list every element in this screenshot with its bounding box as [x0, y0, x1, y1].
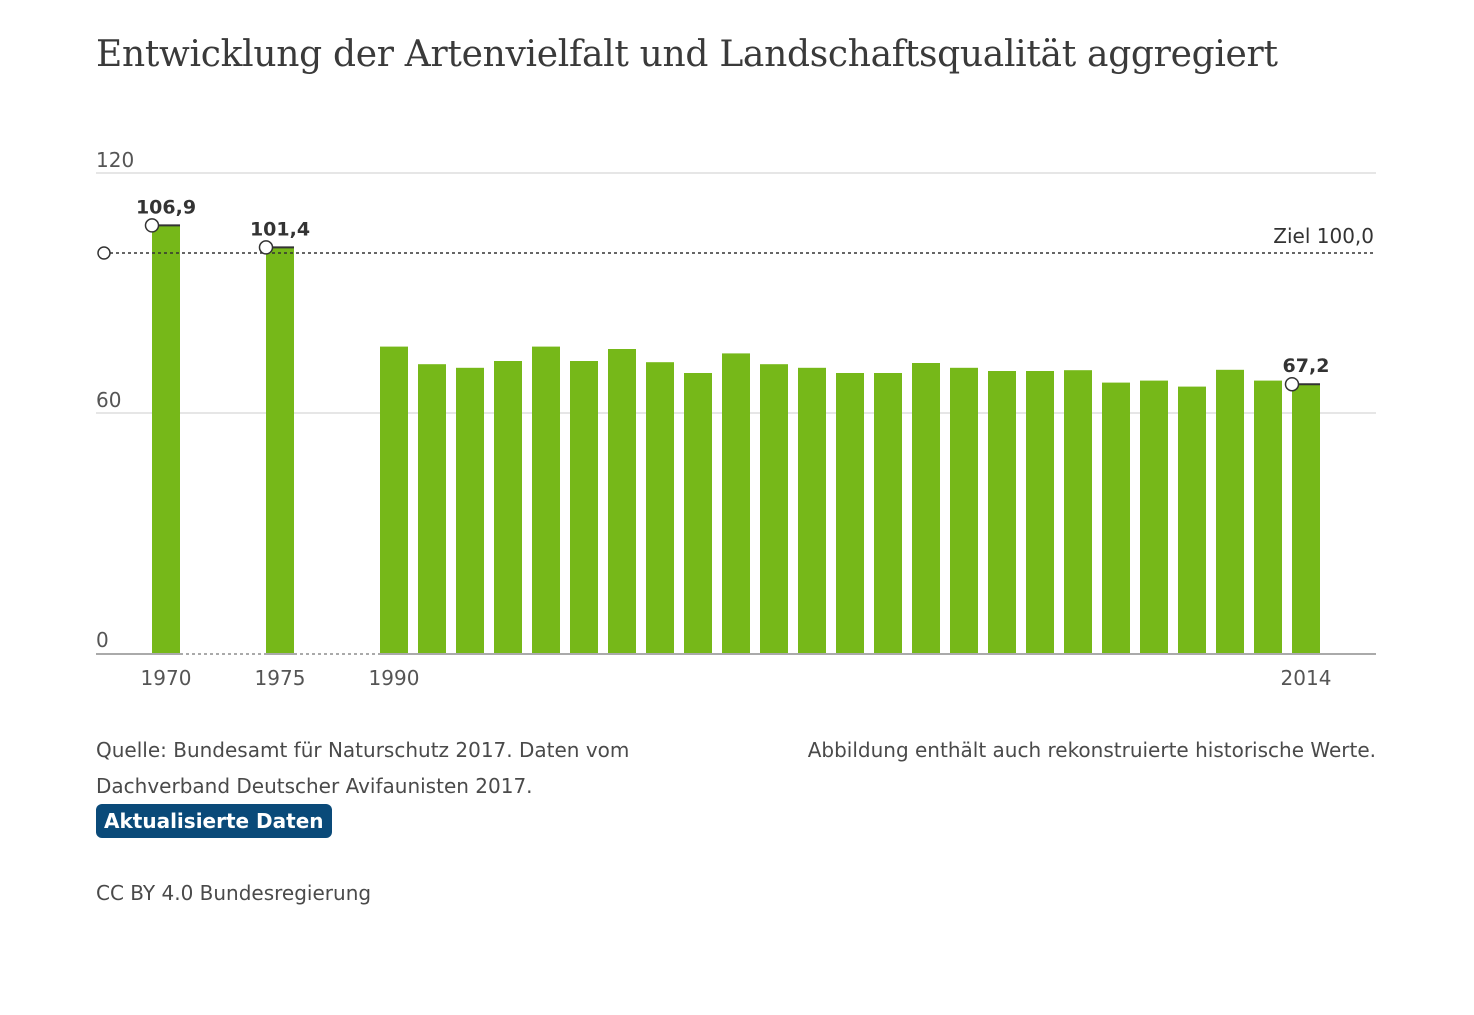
- bar-1994: [532, 346, 560, 653]
- x-tick-label-1970: 1970: [141, 666, 192, 690]
- bar-2013: [1254, 380, 1282, 653]
- bar-2009: [1102, 382, 1130, 653]
- y-tick-label-120: 120: [96, 148, 134, 172]
- bar-1999: [722, 353, 750, 653]
- bar-2008: [1064, 370, 1092, 653]
- bar-2007: [1026, 371, 1054, 653]
- value-label-1970: 106,9: [136, 196, 196, 218]
- license-note: CC BY 4.0 Bundesregierung: [96, 881, 372, 905]
- bar-1997: [646, 362, 674, 653]
- value-label-2014: 67,2: [1283, 355, 1330, 377]
- updated-data-badge[interactable]: Aktualisierte Daten: [96, 804, 332, 838]
- bar-1998: [684, 373, 712, 653]
- x-tick-label-1990: 1990: [369, 666, 420, 690]
- bar-1993: [494, 361, 522, 653]
- bar-2012: [1216, 369, 1244, 653]
- value-marker-1975: [258, 240, 274, 255]
- bar-2001: [798, 367, 826, 653]
- y-tick-label-0: 0: [96, 628, 109, 652]
- chart-title: Entwicklung der Artenvielfalt und Landsc…: [96, 34, 1278, 75]
- target-label: Ziel 100,0: [1273, 224, 1374, 248]
- historical-note: Abbildung enthält auch rekonstruierte hi…: [807, 738, 1376, 762]
- source-note: Quelle: Bundesamt für Naturschutz 2017. …: [96, 738, 630, 798]
- bar-1996: [608, 349, 636, 653]
- bar-2014: [1292, 384, 1320, 653]
- x-tick-label-1975: 1975: [255, 666, 306, 690]
- target-marker: [97, 246, 111, 260]
- bar-2003: [874, 373, 902, 653]
- bar-1991: [418, 364, 446, 653]
- bar-2002: [836, 373, 864, 653]
- bar-2010: [1140, 380, 1168, 653]
- bar-1992: [456, 367, 484, 653]
- bar-2000: [760, 364, 788, 653]
- bar-1995: [570, 361, 598, 653]
- bar-2011: [1178, 386, 1206, 653]
- bar-1970: [152, 225, 180, 653]
- x-tick-label-2014: 2014: [1281, 666, 1332, 690]
- bar-2006: [988, 371, 1016, 653]
- bar-2005: [950, 367, 978, 653]
- y-tick-label-60: 60: [96, 388, 121, 412]
- bar-1990: [380, 346, 408, 653]
- bar-2004: [912, 363, 940, 653]
- bar-1975: [266, 247, 294, 653]
- bar-chart: 0 60 120 Ziel 100,0 106,9 101,4 67,2 1970 1975 19…: [96, 148, 1376, 690]
- value-label-1975: 101,4: [250, 218, 310, 240]
- value-marker-2014: [1284, 376, 1300, 392]
- value-marker-1970: [144, 218, 160, 233]
